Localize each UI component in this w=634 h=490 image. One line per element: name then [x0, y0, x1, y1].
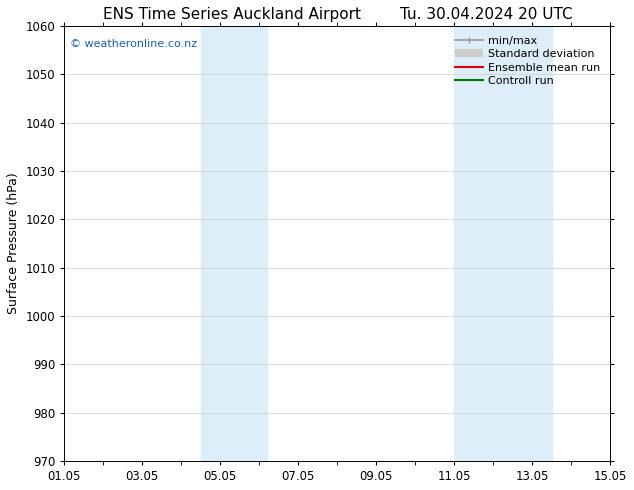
- Bar: [455, 26, 552, 461]
- Y-axis label: Surface Pressure (hPa): Surface Pressure (hPa): [7, 172, 20, 314]
- Bar: [201, 26, 267, 461]
- Text: © weatheronline.co.nz: © weatheronline.co.nz: [70, 39, 197, 49]
- Legend: min/max, Standard deviation, Ensemble mean run, Controll run: min/max, Standard deviation, Ensemble me…: [450, 31, 605, 91]
- Title: ENS Time Series Auckland Airport        Tu. 30.04.2024 20 UTC: ENS Time Series Auckland Airport Tu. 30.…: [103, 7, 572, 22]
